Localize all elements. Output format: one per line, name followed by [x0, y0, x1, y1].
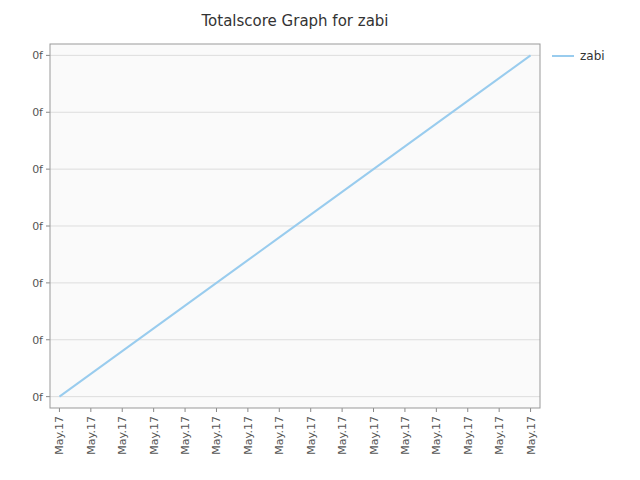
tick-mark [185, 408, 186, 412]
y-tick-label: 0f [32, 163, 44, 176]
tick-mark [279, 408, 280, 412]
grid-line [50, 396, 540, 397]
tick-mark [59, 408, 60, 412]
legend-label: zabi [580, 49, 605, 63]
tick-mark [467, 408, 468, 412]
tick-mark [499, 408, 500, 412]
tick-mark [436, 408, 437, 412]
x-tick-label: May.17 [242, 416, 255, 455]
x-tick-label: May.17 [430, 416, 443, 455]
tick-mark [342, 408, 343, 412]
tick-mark [46, 396, 50, 397]
series-line [59, 55, 530, 396]
grid-line [50, 169, 540, 170]
legend-swatch [552, 55, 574, 57]
x-tick-label: May.17 [336, 416, 349, 455]
series-group [59, 55, 530, 396]
tick-mark [247, 408, 248, 412]
x-tick-label: May.17 [368, 416, 381, 455]
x-tick-label: May.17 [116, 416, 129, 455]
x-tick-label: May.17 [148, 416, 161, 455]
plot-frame [50, 44, 540, 408]
x-tick-label: May.17 [493, 416, 506, 455]
y-tick-label: 0f [32, 106, 44, 119]
plot-area [50, 44, 540, 408]
tick-mark [46, 55, 50, 56]
tick-mark [46, 339, 50, 340]
chart: 0f 0f 0f 0f 0f 0f 0f May.17 May.17 May.17 May.17 Ma… [0, 0, 640, 480]
tick-mark [46, 112, 50, 113]
grid-line [50, 55, 540, 56]
grid-line [50, 339, 540, 340]
tick-mark [122, 408, 123, 412]
grid-line [50, 112, 540, 113]
x-tick-label: May.17 [399, 416, 412, 455]
x-tick-label: May.17 [273, 416, 286, 455]
tick-mark [373, 408, 374, 412]
grid-line [50, 282, 540, 283]
tick-mark [46, 169, 50, 170]
tick-mark [216, 408, 217, 412]
tick-mark [404, 408, 405, 412]
tick-mark [530, 408, 531, 412]
x-tick-label: May.17 [305, 416, 318, 455]
tick-mark [310, 408, 311, 412]
x-tick-label: May.17 [53, 416, 66, 455]
tick-mark [90, 408, 91, 412]
x-tick-label: May.17 [179, 416, 192, 455]
y-tick-label: 0f [32, 277, 44, 290]
tick-mark [153, 408, 154, 412]
x-tick-label: May.17 [85, 416, 98, 455]
y-tick-label: 0f [32, 391, 44, 404]
y-tick-label: 0f [32, 334, 44, 347]
tick-mark [46, 282, 50, 283]
x-tick-label: May.17 [210, 416, 223, 455]
title: Totalscore Graph for zabi [200, 12, 388, 30]
y-tick-label: 0f [32, 49, 44, 62]
tick-mark [46, 226, 50, 227]
x-tick-label: May.17 [525, 416, 538, 455]
x-tick-label: May.17 [462, 416, 475, 455]
y-tick-label: 0f [32, 220, 44, 233]
